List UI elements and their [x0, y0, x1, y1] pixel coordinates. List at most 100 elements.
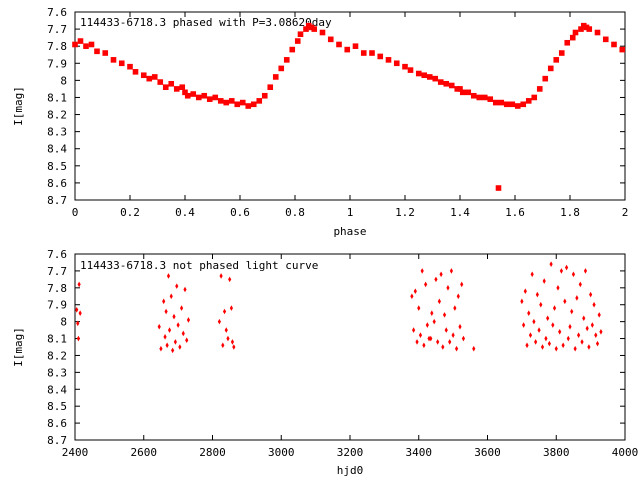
data-point [222, 308, 227, 315]
data-point [420, 268, 424, 274]
y-tick-label: 8.7 [47, 434, 67, 447]
data-point [611, 41, 617, 48]
data-point [256, 98, 263, 104]
x-tick-label: 0.6 [230, 206, 250, 219]
x-tick-label: 3000 [268, 446, 295, 459]
data-point [319, 29, 326, 36]
data-point [140, 72, 147, 79]
data-point [228, 276, 232, 283]
data-point [385, 57, 392, 63]
data-point [272, 74, 279, 80]
data-point [495, 185, 502, 191]
data-point [602, 36, 609, 43]
data-point [532, 318, 536, 325]
data-point [179, 305, 184, 311]
x-tick-label: 1.8 [560, 206, 580, 219]
data-point [164, 308, 168, 315]
data-point [503, 101, 510, 108]
data-point [590, 322, 594, 328]
data-point [461, 335, 466, 342]
data-point [393, 60, 400, 67]
y-tick-label: 7.9 [47, 299, 67, 312]
data-point [176, 322, 180, 328]
data-point [217, 318, 221, 325]
data-point [151, 74, 158, 80]
data-point [448, 82, 455, 89]
data-point [451, 332, 455, 338]
data-point [558, 328, 562, 335]
data-point [261, 92, 268, 99]
data-point [224, 327, 228, 333]
data-point [470, 92, 477, 99]
data-point [132, 69, 139, 75]
data-point [449, 268, 454, 274]
data-point [165, 342, 169, 349]
data-point [457, 86, 463, 92]
data-point [531, 94, 538, 101]
data-point [219, 273, 223, 279]
data-point [528, 332, 533, 338]
data-point [432, 75, 439, 82]
data-point [169, 293, 173, 300]
data-point [561, 342, 565, 349]
x-tick-label: 1.2 [395, 206, 415, 219]
data-point [534, 339, 538, 345]
data-point [572, 29, 579, 36]
data-point [171, 347, 175, 354]
data-point [157, 79, 164, 85]
data-point [456, 293, 460, 300]
data-point [415, 70, 422, 77]
data-point [422, 342, 426, 349]
data-point [250, 101, 257, 108]
x-tick-label: 2800 [199, 446, 226, 459]
data-point [523, 288, 527, 294]
data-point [459, 89, 466, 96]
y-tick-label: 8.2 [47, 109, 67, 122]
data-point [157, 323, 161, 330]
data-point [460, 281, 464, 288]
y-tick-label: 8.6 [47, 177, 67, 190]
data-point [78, 310, 82, 316]
y-tick-label: 8.7 [47, 194, 67, 207]
data-point [229, 305, 234, 311]
data-point [267, 84, 274, 90]
data-point [163, 334, 167, 340]
data-point [232, 344, 236, 350]
data-point [442, 312, 447, 318]
data-point [76, 320, 80, 327]
y-tick-label: 8 [60, 74, 67, 87]
data-point [585, 325, 589, 332]
data-point [415, 339, 419, 345]
data-point [425, 322, 429, 328]
data-point [75, 307, 79, 313]
data-point [217, 98, 224, 104]
x-tick-label: 0.4 [175, 206, 195, 219]
data-point [427, 335, 431, 342]
data-point [547, 340, 551, 347]
data-point [568, 323, 572, 330]
data-point [167, 327, 172, 333]
data-point [278, 65, 285, 72]
data-point [542, 278, 546, 284]
data-point [589, 291, 593, 298]
data-point [234, 101, 241, 108]
data-point [360, 50, 367, 56]
x-tick-label: 3800 [543, 446, 570, 459]
y-tick-label: 8.1 [47, 91, 67, 104]
data-point [429, 335, 433, 342]
data-point [576, 332, 581, 338]
data-point [183, 286, 187, 293]
data-point [539, 301, 543, 308]
data-point [558, 50, 565, 56]
data-point [437, 79, 444, 85]
data-point [344, 46, 351, 53]
data-point [594, 332, 598, 338]
data-point [294, 38, 301, 44]
data-point [102, 50, 109, 56]
data-points [75, 261, 603, 354]
data-point [439, 271, 443, 278]
y-tick-label: 7.6 [47, 6, 67, 19]
x-tick-label: 4000 [612, 446, 639, 459]
data-point [201, 92, 208, 99]
data-point [578, 281, 582, 288]
